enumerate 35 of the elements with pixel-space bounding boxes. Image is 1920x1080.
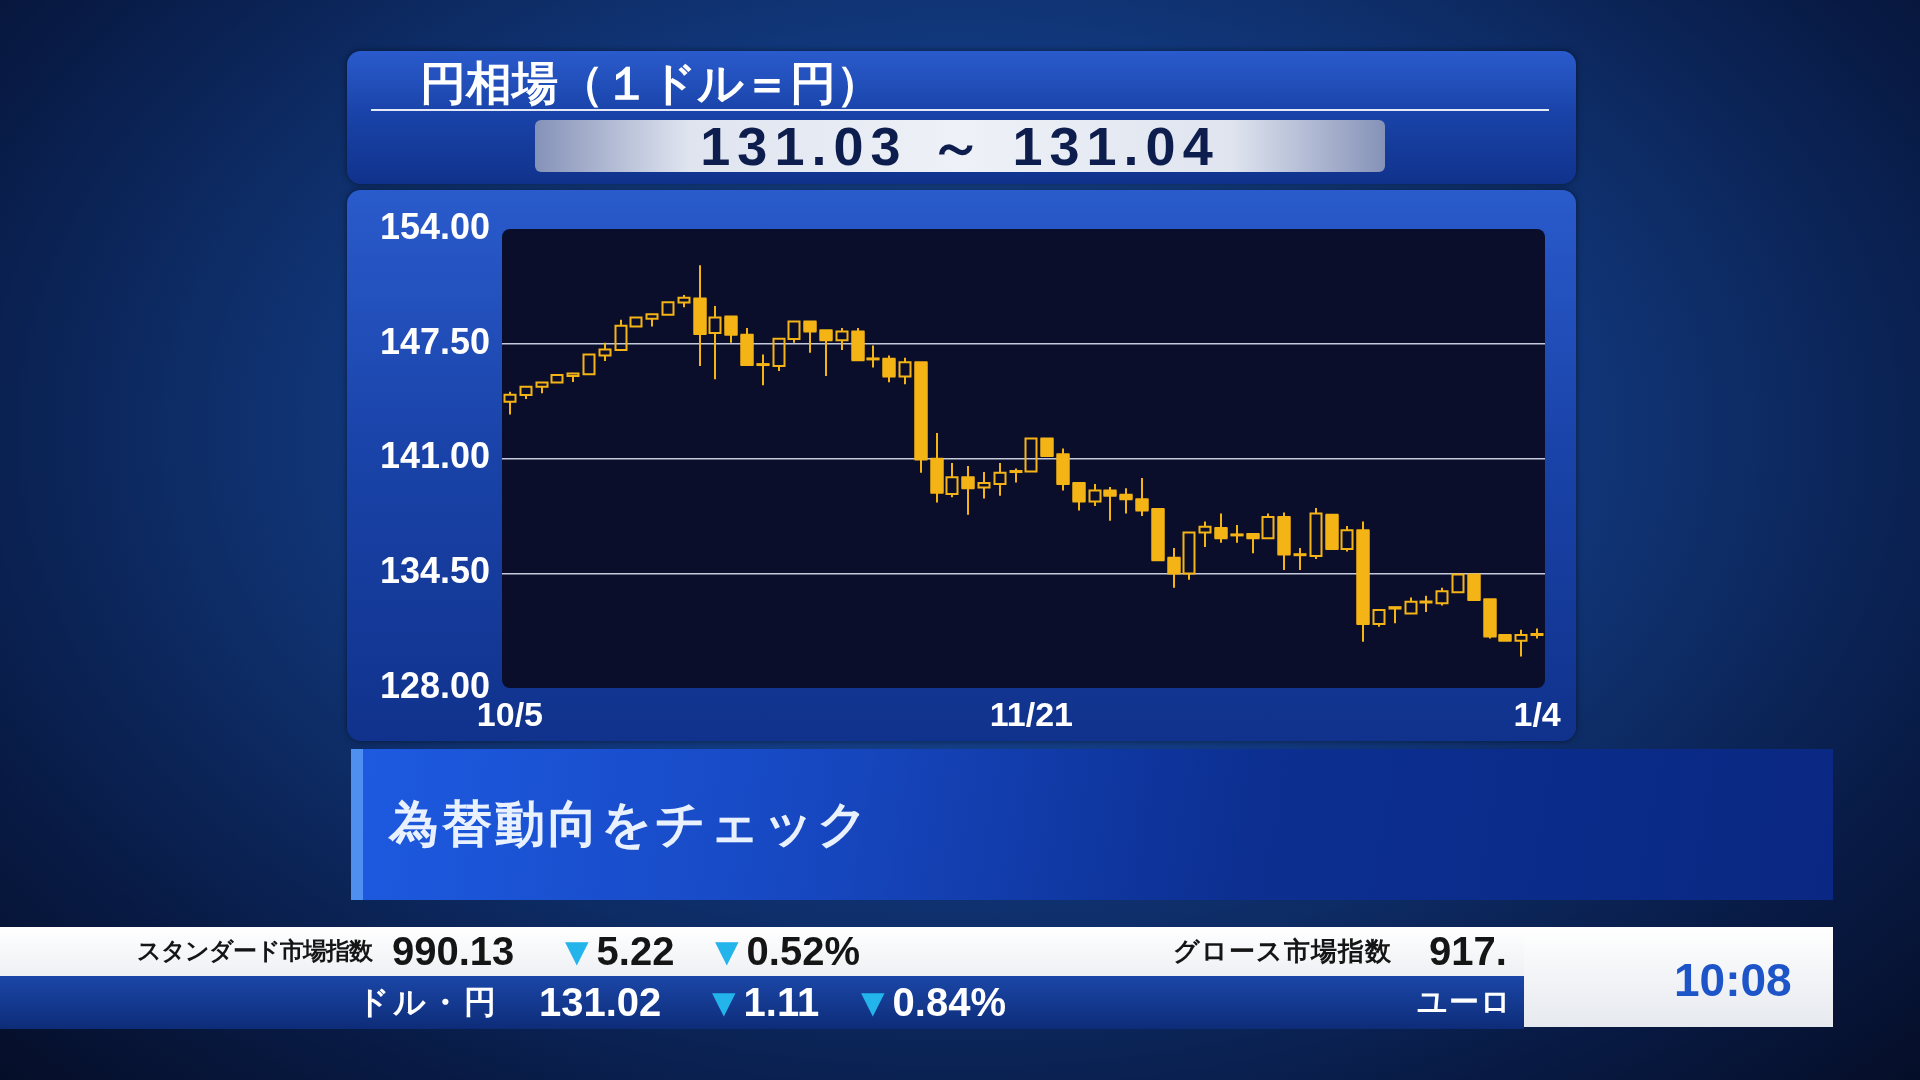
chart-title: 円相場（１ドル＝円）: [420, 56, 882, 110]
text: 917.: [1429, 929, 1507, 973]
text: スタンダード市場指数: [137, 937, 372, 965]
text: グロース市場指数: [1173, 936, 1392, 966]
text: ドル・円: [357, 983, 499, 1021]
x-tick-label: 11/21: [989, 694, 1074, 733]
text: ▼0.84%: [853, 980, 1007, 1024]
text: ▼5.22: [557, 929, 675, 973]
text: ▼0.52%: [707, 929, 861, 973]
y-tick-label: 134.50: [379, 550, 490, 592]
x-tick-label: 1/4: [1513, 694, 1561, 733]
candlestick: [1198, 520, 1212, 549]
candlestick: [1009, 467, 1023, 484]
candlestick: [1451, 573, 1465, 594]
candlestick: [1514, 628, 1528, 658]
candlestick: [1388, 606, 1402, 625]
y-tick-label: 147.50: [379, 320, 490, 362]
text: 131.02: [539, 980, 662, 1024]
text: 為替動向をチェック: [389, 795, 871, 853]
y-tick-label: 154.00: [379, 205, 490, 247]
candlestick: [629, 316, 643, 328]
chart-subtitle: 131.03 ～ 131.04: [700, 116, 1220, 176]
candlestick: [661, 301, 675, 316]
candlestick: [1024, 437, 1038, 473]
text: 10:08: [1674, 954, 1792, 1006]
text: 990.13: [392, 929, 515, 973]
candlestick: [708, 304, 722, 381]
y-tick-label: 141.00: [379, 435, 490, 477]
candlestick: [1293, 547, 1307, 572]
text: ユーロ: [1417, 984, 1512, 1019]
text: ▼1.11: [704, 980, 820, 1024]
candlestick: [993, 462, 1007, 497]
candlestick: [977, 470, 991, 500]
candlestick: [550, 374, 564, 384]
candlestick: [582, 353, 596, 376]
